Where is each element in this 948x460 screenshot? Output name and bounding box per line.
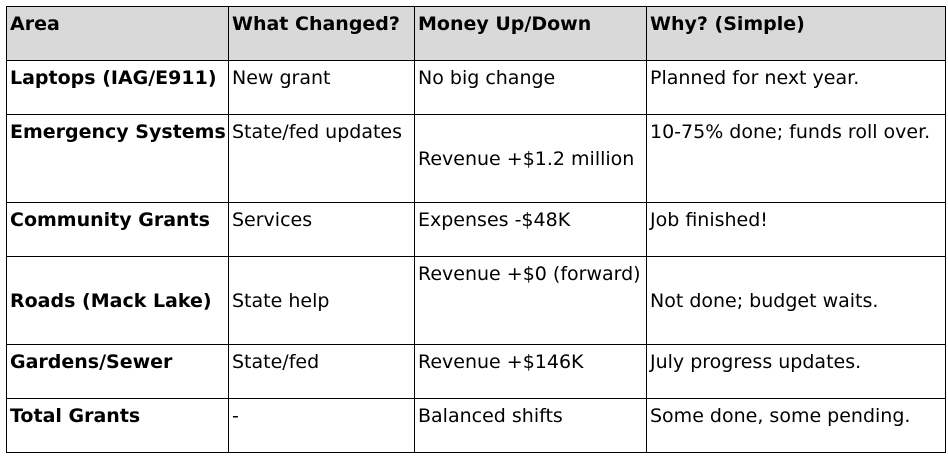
table-header-row: Area What Changed? Money Up/Down Why? (S… xyxy=(6,6,946,61)
cell-why: Job finished! xyxy=(646,202,946,257)
cell-money: Balanced shifts xyxy=(414,398,647,453)
cell-what-changed: State/fed xyxy=(228,344,415,399)
grant-changes-table: Area What Changed? Money Up/Down Why? (S… xyxy=(6,6,946,453)
cell-what-changed: - xyxy=(228,398,415,453)
cell-what-changed: State help xyxy=(228,256,415,345)
cell-area: Emergency Systems xyxy=(6,114,229,203)
header-why: Why? (Simple) xyxy=(646,6,946,61)
table-row: Community Grants Services Expenses -$48K… xyxy=(6,202,946,257)
cell-what-changed: State/fed updates xyxy=(228,114,415,203)
cell-area: Laptops (IAG/E911) xyxy=(6,60,229,115)
cell-area: Community Grants xyxy=(6,202,229,257)
cell-why: Planned for next year. xyxy=(646,60,946,115)
cell-area: Total Grants xyxy=(6,398,229,453)
table-row: Emergency Systems State/fed updates Reve… xyxy=(6,114,946,203)
cell-why: Some done, some pending. xyxy=(646,398,946,453)
cell-money: Revenue +$1.2 million xyxy=(414,114,647,203)
cell-what-changed: Services xyxy=(228,202,415,257)
table-row: Gardens/Sewer State/fed Revenue +$146K J… xyxy=(6,344,946,399)
cell-what-changed: New grant xyxy=(228,60,415,115)
cell-money: Revenue +$146K xyxy=(414,344,647,399)
table-row: Roads (Mack Lake) State help Revenue +$0… xyxy=(6,256,946,345)
header-money-up-down: Money Up/Down xyxy=(414,6,647,61)
table-row: Total Grants - Balanced shifts Some done… xyxy=(6,398,946,453)
cell-money: Revenue +$0 (forward) xyxy=(414,256,647,345)
cell-money: No big change xyxy=(414,60,647,115)
cell-money: Expenses -$48K xyxy=(414,202,647,257)
table-row: Laptops (IAG/E911) New grant No big chan… xyxy=(6,60,946,115)
cell-why: Not done; budget waits. xyxy=(646,256,946,345)
cell-area: Gardens/Sewer xyxy=(6,344,229,399)
cell-why: 10-75% done; funds roll over. xyxy=(646,114,946,203)
header-area: Area xyxy=(6,6,229,61)
cell-area: Roads (Mack Lake) xyxy=(6,256,229,345)
header-what-changed: What Changed? xyxy=(228,6,415,61)
cell-why: July progress updates. xyxy=(646,344,946,399)
